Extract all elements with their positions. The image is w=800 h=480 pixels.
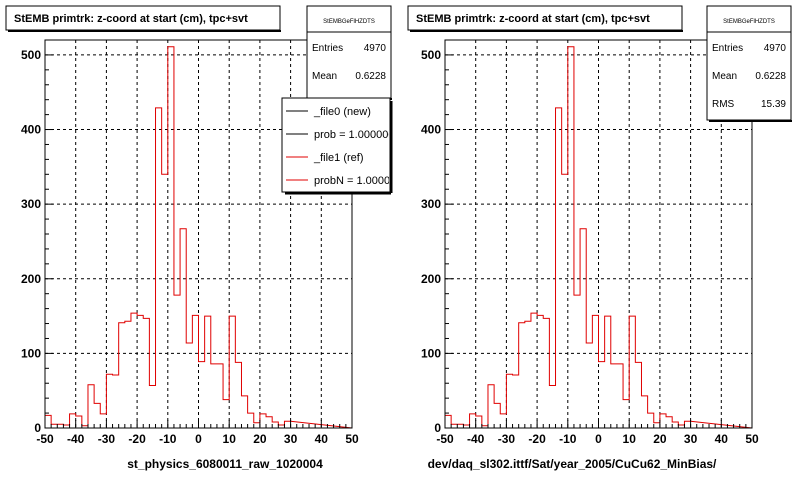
x-tick-label: -20 bbox=[128, 432, 146, 446]
stats-value: 4970 bbox=[764, 43, 787, 54]
title-box bbox=[5, 5, 281, 31]
histogram-series bbox=[444, 46, 753, 429]
stats-label: Entries bbox=[312, 43, 343, 54]
legend-label: _file0 (new) bbox=[313, 106, 371, 118]
stats-value: 4970 bbox=[364, 43, 387, 54]
y-tick-label: 400 bbox=[421, 123, 441, 137]
stats-label: Entries bbox=[712, 43, 743, 54]
y-tick-label: 200 bbox=[21, 272, 41, 286]
x-tick-label: 20 bbox=[653, 432, 667, 446]
x-tick-label: -10 bbox=[159, 432, 177, 446]
stats-value: 0.6228 bbox=[355, 71, 386, 82]
legend-box bbox=[281, 97, 391, 193]
stats-name: StEMBGeFlHZDTS bbox=[323, 19, 375, 25]
x-tick-label: -20 bbox=[528, 432, 546, 446]
stats-label: RMS bbox=[712, 99, 735, 110]
x-tick-label: 30 bbox=[684, 432, 698, 446]
y-tick-label: 400 bbox=[21, 123, 41, 137]
x-axis-label: st_physics_6080011_raw_1020004 bbox=[127, 457, 323, 471]
x-tick-label: 10 bbox=[623, 432, 637, 446]
y-tick-label: 100 bbox=[421, 346, 441, 360]
chart-title: StEMB primtrk: z-coord at start (cm), tp… bbox=[14, 13, 248, 25]
x-tick-label: 40 bbox=[315, 432, 329, 446]
x-tick-label: 50 bbox=[745, 432, 759, 446]
x-tick-label: 10 bbox=[223, 432, 237, 446]
x-axis-label: dev/daq_sl302.ittf/Sat/year_2005/CuCu62_… bbox=[428, 457, 717, 471]
legend-label: prob = 1.000000 bbox=[314, 129, 394, 141]
x-tick-label: 0 bbox=[195, 432, 202, 446]
x-tick-label: -40 bbox=[67, 432, 85, 446]
stats-value: 0.6228 bbox=[755, 71, 786, 82]
y-tick-label: 300 bbox=[421, 197, 441, 211]
x-tick-label: 20 bbox=[253, 432, 267, 446]
x-tick-label: -50 bbox=[36, 432, 54, 446]
y-tick-label: 300 bbox=[21, 197, 41, 211]
stats-label: Mean bbox=[712, 71, 737, 82]
chart-title: StEMB primtrk: z-coord at start (cm), tp… bbox=[416, 13, 650, 25]
stats-value: 15.39 bbox=[761, 99, 786, 110]
y-tick-label: 200 bbox=[421, 272, 441, 286]
x-tick-label: 0 bbox=[595, 432, 602, 446]
histogram-left: -50 -40 -30 -20 -10 0 10 20 30 40 5001002003004005… bbox=[5, 5, 402, 471]
x-tick-label: -10 bbox=[559, 432, 577, 446]
y-tick-label: 0 bbox=[34, 421, 41, 435]
y-tick-label: 0 bbox=[434, 421, 441, 435]
x-tick-label: -50 bbox=[436, 432, 454, 446]
legend-label: _file1 (ref) bbox=[313, 152, 364, 164]
stats-box bbox=[706, 5, 792, 121]
x-tick-label: 50 bbox=[345, 432, 359, 446]
stats-label: Mean bbox=[312, 71, 337, 82]
y-tick-label: 500 bbox=[421, 48, 441, 62]
stats-name: StEMBGeFlHZDTS bbox=[723, 19, 775, 25]
x-tick-label: 30 bbox=[284, 432, 298, 446]
histogram-right: -50 -40 -30 -20 -10 0 10 20 30 40 5001002003004005… bbox=[407, 5, 792, 471]
y-tick-label: 100 bbox=[21, 346, 41, 360]
stats-box bbox=[306, 5, 392, 99]
x-tick-label: -30 bbox=[98, 432, 116, 446]
histogram-series bbox=[44, 46, 353, 429]
legend-entries: _file0 (new) prob = 1.000000 _file1 (ref) p… bbox=[286, 106, 402, 187]
x-tick-label: -30 bbox=[498, 432, 516, 446]
legend-label: probN = 1.000000 bbox=[314, 175, 402, 187]
x-tick-label: -40 bbox=[467, 432, 485, 446]
title-box bbox=[407, 5, 683, 31]
y-tick-label: 500 bbox=[21, 48, 41, 62]
x-tick-label: 40 bbox=[715, 432, 729, 446]
